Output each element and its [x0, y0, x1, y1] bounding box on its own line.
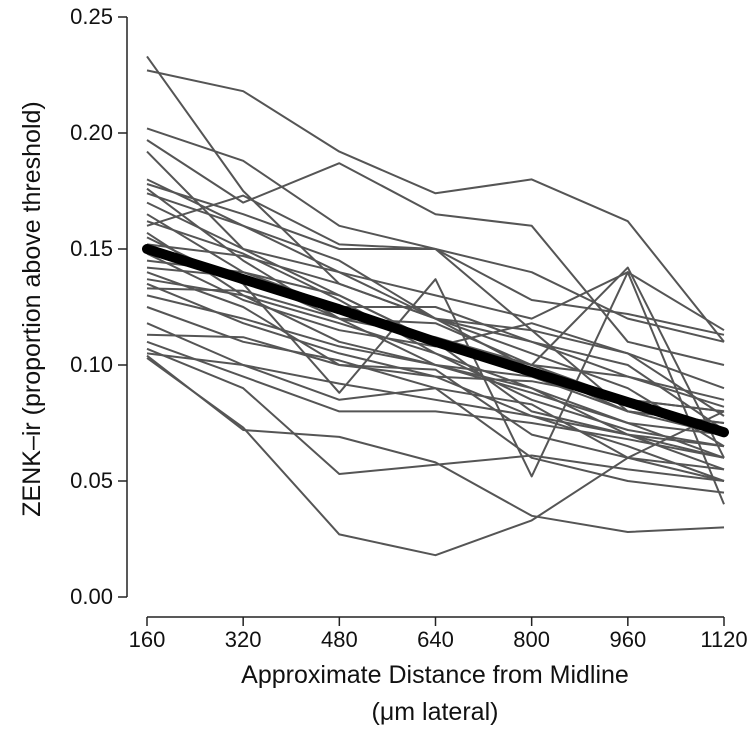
y-tick-label: 0.00: [70, 584, 113, 609]
series-line-22: [146, 282, 725, 482]
series-line-31: [146, 354, 725, 533]
y-tick-label: 0.20: [70, 120, 113, 145]
x-tick-label: 640: [417, 627, 454, 652]
x-tick-label: 960: [609, 627, 646, 652]
x-tick-label: 320: [225, 627, 262, 652]
y-tick-label: 0.05: [70, 468, 113, 493]
x-tick-label: 480: [321, 627, 358, 652]
series-line-21: [146, 278, 725, 448]
series-line-8: [146, 187, 725, 459]
series-line-28: [146, 340, 725, 459]
y-tick-label: 0.10: [70, 352, 113, 377]
x-tick-label: 1120: [700, 627, 747, 652]
series-line-1: [146, 55, 725, 401]
y-tick-label: 0.15: [70, 236, 113, 261]
series-line-16: [146, 243, 725, 448]
y-tick-label: 0.25: [70, 4, 113, 29]
series-line-32: [146, 357, 725, 557]
x-tick-label: 160: [129, 627, 166, 652]
x-axis-title: Approximate Distance from Midline: [241, 661, 629, 689]
series-line-11: [146, 213, 725, 431]
series-line-7: [146, 183, 725, 336]
series-line-4: [146, 139, 725, 366]
series-line-3: [146, 127, 725, 343]
y-axis-title: ZENK–ir (proportion above threshold): [18, 101, 46, 516]
x-tick-label: 800: [513, 627, 550, 652]
series-line-24: [146, 294, 725, 436]
series-line-30: [146, 352, 725, 448]
series-line-14: [146, 231, 725, 471]
series-line-2: [146, 69, 725, 343]
series-line-29: [146, 347, 725, 482]
x-axis-title-unit: (μm lateral): [372, 698, 499, 726]
mean-trend-line: [142, 244, 729, 438]
